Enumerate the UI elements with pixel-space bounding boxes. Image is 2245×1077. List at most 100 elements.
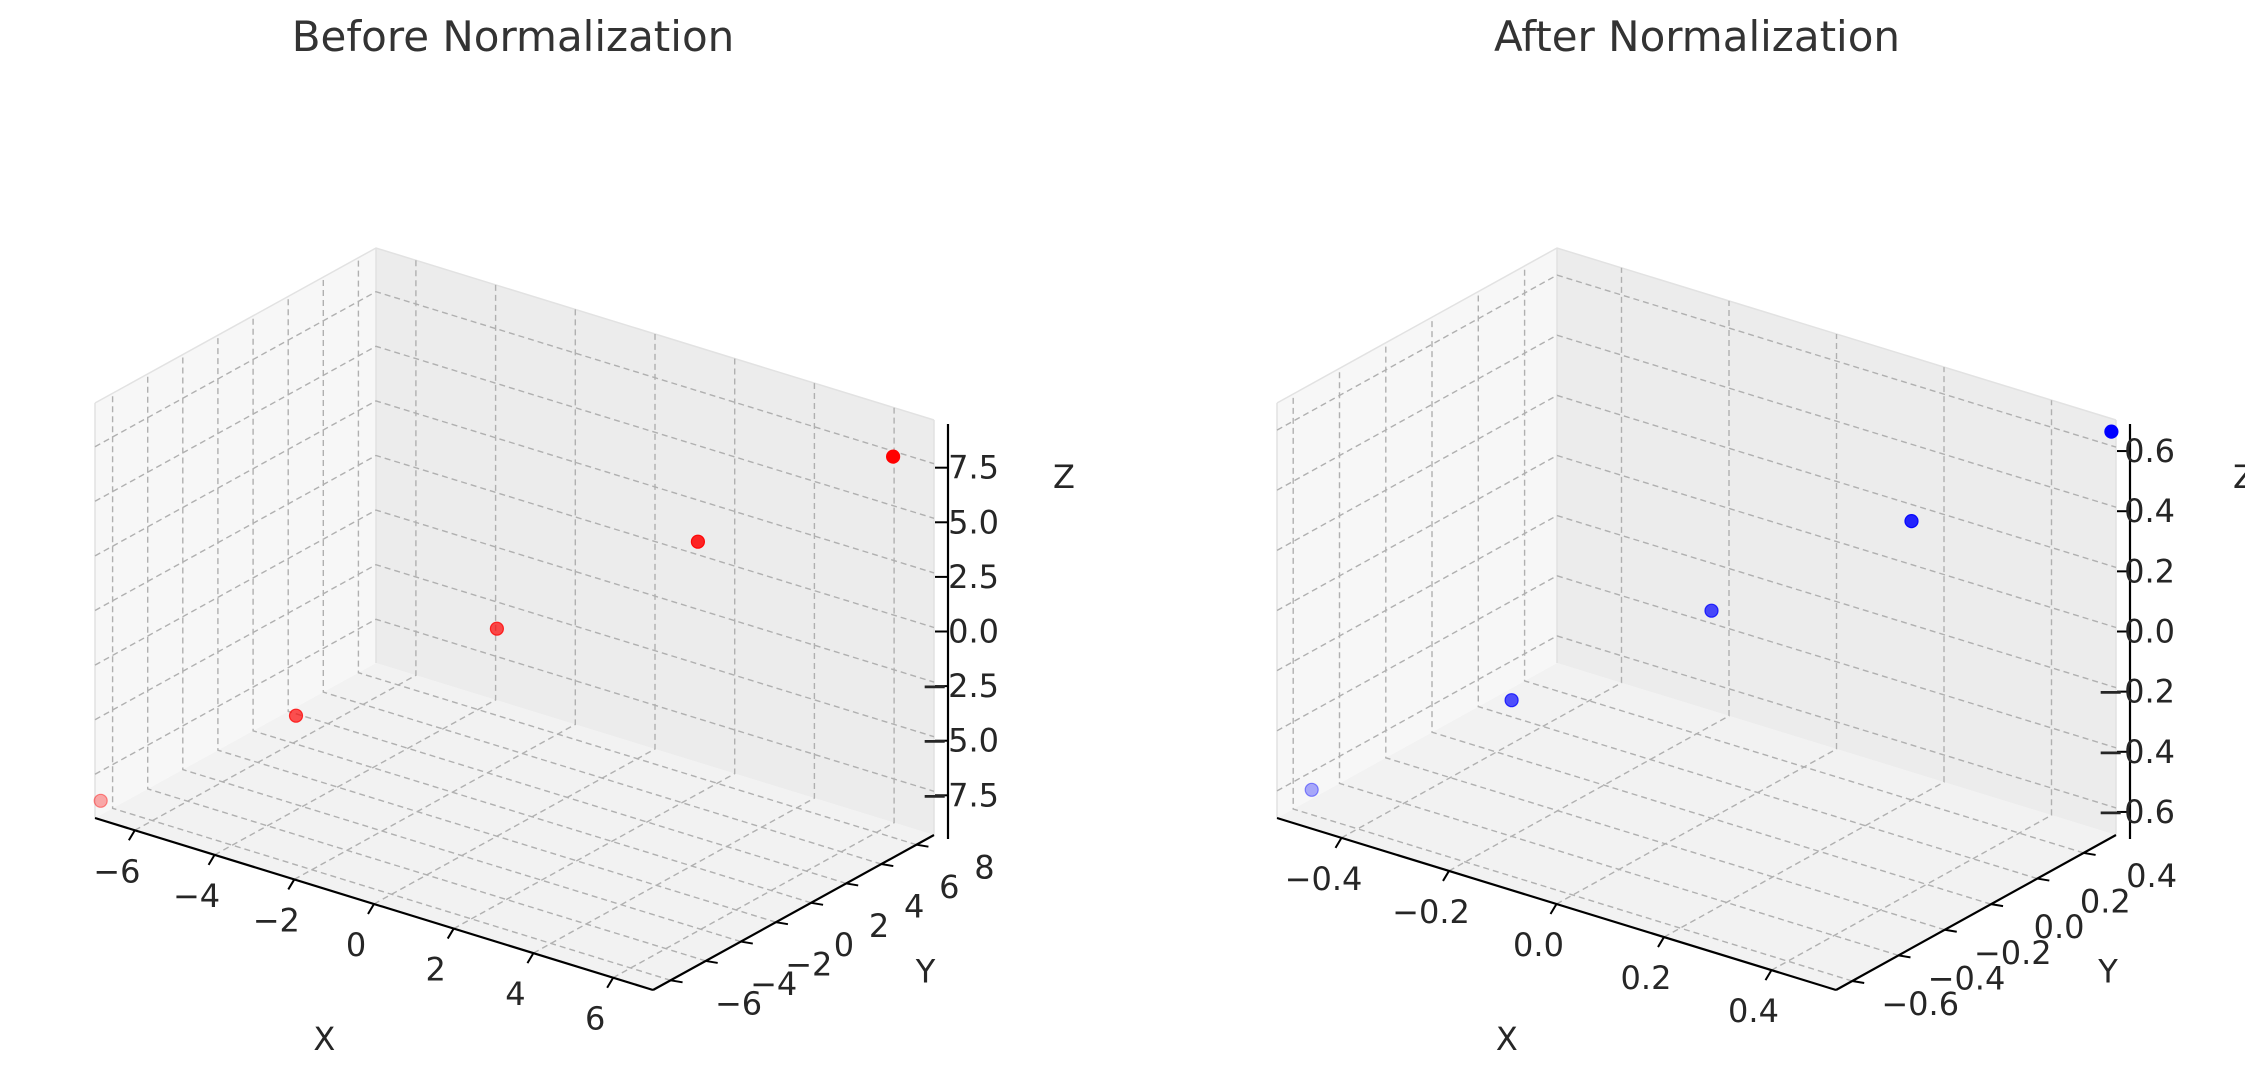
- y-tick: [916, 843, 929, 848]
- grid-line: [1292, 394, 1853, 982]
- grid-line: [1276, 334, 2117, 508]
- x-tick: [287, 878, 296, 890]
- y-tick-label: −4: [750, 965, 797, 1003]
- data-point: [1504, 693, 1519, 708]
- x-tick: [446, 928, 455, 940]
- grid-line: [357, 257, 917, 846]
- z-tick-label: −2.5: [921, 667, 999, 705]
- data-point: [489, 621, 504, 636]
- grid-line: [94, 618, 935, 792]
- y-tick: [881, 863, 894, 868]
- x-tick-label: 0.2: [1621, 959, 1672, 997]
- data-point: [93, 793, 108, 808]
- grid-line: [1276, 394, 2117, 569]
- z-tick-label: 0.0: [948, 613, 999, 651]
- y-axis-line: [1835, 834, 2117, 991]
- x-tick: [1764, 969, 1773, 981]
- y-tick: [775, 921, 789, 926]
- grid-line: [94, 563, 935, 738]
- grid-line: [612, 407, 895, 979]
- grid-line: [1431, 317, 1992, 905]
- grid-line: [94, 400, 935, 574]
- y-tick-label: −0.2: [1974, 934, 2052, 972]
- x-tick: [367, 903, 375, 915]
- grid-line: [1276, 454, 2117, 629]
- grid-line: [287, 296, 847, 885]
- y-tick-label: −6: [715, 984, 762, 1022]
- grid-line: [1276, 575, 2117, 749]
- y-tick: [2083, 851, 2096, 856]
- y-tick: [846, 882, 859, 887]
- x-tick: [606, 977, 615, 989]
- z-tick-label: 5.0: [948, 503, 999, 541]
- y-tick-label: 0.0: [2034, 908, 2085, 946]
- grid-line: [1663, 367, 1945, 938]
- z-tick-label: −7.5: [921, 776, 999, 814]
- grid-line: [134, 260, 417, 831]
- grid-line: [1448, 300, 1730, 872]
- z-tick-label: 0.6: [2124, 432, 2175, 470]
- grid-line: [1523, 265, 2084, 854]
- z-tick-label: 0.4: [2124, 492, 2175, 530]
- grid-line: [111, 393, 671, 981]
- grid-line: [1276, 514, 2117, 689]
- z-tick-label: 0.0: [2124, 613, 2175, 651]
- z-axis-label: Z: [2233, 458, 2245, 496]
- x-tick-label: −0.2: [1392, 893, 1470, 931]
- y-tick: [1852, 980, 1865, 985]
- z-tick-label: 2.5: [948, 558, 999, 596]
- grid-line: [182, 354, 742, 943]
- y-tick: [2037, 877, 2050, 882]
- z-tick-label: −0.6: [2097, 793, 2175, 831]
- chart-title: After Normalization: [1494, 12, 1900, 61]
- y-tick: [705, 959, 718, 964]
- x-tick: [207, 854, 216, 866]
- x-tick-label: 0.0: [1513, 926, 1564, 964]
- grid-line: [1341, 267, 1623, 839]
- y-tick: [740, 940, 753, 945]
- grid-line: [94, 345, 935, 519]
- x-tick-label: −6: [93, 852, 140, 890]
- grid-line: [1556, 334, 1838, 905]
- x-tick-label: 0: [346, 926, 366, 964]
- data-point: [1304, 782, 1319, 797]
- grid-line: [252, 315, 812, 904]
- grid-line: [1276, 635, 2117, 809]
- x-tick-label: −2: [253, 901, 300, 939]
- y-tick-label: 0: [834, 926, 854, 964]
- x-tick-label: 4: [505, 975, 525, 1013]
- x-tick-label: 6: [585, 1000, 605, 1038]
- x-tick: [1657, 936, 1665, 948]
- x-tick: [526, 952, 535, 964]
- grid-line: [322, 277, 882, 865]
- y-tick-label: 8: [974, 849, 994, 887]
- x-tick: [1442, 870, 1450, 882]
- z-tick-label: −0.4: [2097, 733, 2175, 771]
- y-tick-label: 2: [869, 907, 889, 945]
- grid-line: [373, 334, 656, 905]
- x-tick: [1334, 837, 1343, 849]
- z-tick-label: −0.2: [2097, 673, 2175, 711]
- y-tick: [1898, 954, 1911, 959]
- grid-line: [533, 383, 816, 954]
- z-tick-label: 7.5: [948, 449, 999, 487]
- data-point: [690, 534, 706, 549]
- y-axis-line: [652, 834, 935, 991]
- y-tick-label: 4: [904, 887, 924, 925]
- data-point: [2104, 424, 2119, 439]
- z-tick-label: 0.2: [2124, 552, 2175, 590]
- y-tick-label: −2: [785, 946, 832, 984]
- grid-line: [146, 373, 706, 962]
- y-tick-label: 0.2: [2080, 883, 2131, 921]
- y-tick-label: 6: [939, 868, 959, 906]
- y-tick: [670, 979, 683, 984]
- x-tick-label: −4: [173, 877, 220, 915]
- grid-line: [217, 335, 777, 923]
- x-tick-label: −0.4: [1285, 860, 1363, 898]
- y-tick-label: −0.6: [1881, 985, 1959, 1023]
- grid-line: [1771, 400, 2053, 971]
- chart-title: Before Normalization: [292, 12, 735, 61]
- data-point: [1904, 513, 1919, 529]
